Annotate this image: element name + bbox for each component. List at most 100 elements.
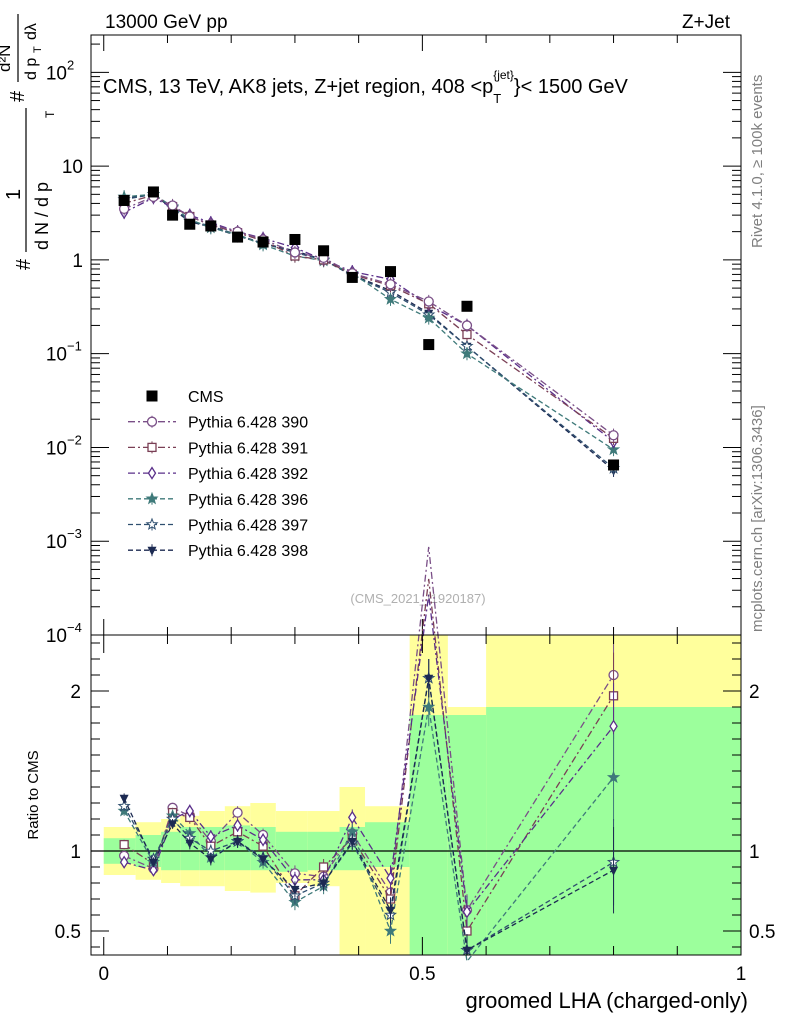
ratio-frame [90, 634, 742, 956]
ratio-point-p392 [185, 804, 195, 818]
svg-text:T: T [32, 46, 44, 53]
point-p396 [606, 442, 621, 456]
ratio-point-p398 [319, 879, 329, 889]
legend-entry-p390: Pythia 6.428 390 [128, 415, 308, 432]
svg-text:#: # [7, 90, 29, 102]
ratio-point-p392 [119, 855, 129, 869]
band-green [275, 831, 308, 872]
legend-label-p398: Pythia 6.428 398 [188, 543, 308, 560]
ratio-point-p392 [348, 810, 357, 825]
series-cms [118, 186, 620, 471]
header-left: 13000 GeV pp [105, 12, 228, 33]
point-p396 [422, 311, 436, 324]
ratio-point-p398 [258, 855, 268, 865]
xlabel: groomed LHA (charged-only) [466, 988, 748, 1013]
ratio-ytick-label-right: 0.5 [749, 922, 775, 943]
ratio-point-p392 [258, 833, 268, 847]
cms-point [118, 194, 130, 206]
legend-entry-p398: Pythia 6.428 398 [128, 543, 308, 560]
cms-point [167, 209, 179, 221]
ratio-point-p398 [424, 674, 434, 684]
point-p396 [460, 346, 474, 360]
main-ytick-exponent: −3 [67, 526, 82, 541]
legend-marker-p398 [147, 546, 157, 556]
ratio-ytick-label: 2 [70, 682, 81, 703]
ratio-plot-marks [91, 546, 741, 963]
ratio-point-p392 [609, 719, 618, 733]
point-p390 [385, 279, 396, 290]
ratio-point-p398 [233, 837, 243, 847]
cms-point [608, 459, 620, 471]
ratio-line-p398 [123, 678, 614, 952]
main-ytick-exponent: −2 [67, 432, 82, 447]
main-ytick-label: 1 [72, 251, 83, 272]
ratio-point-p392 [206, 829, 216, 844]
legend-entry-p391: Pythia 6.428 391 [128, 440, 308, 457]
series-line-p392 [123, 196, 614, 443]
ratio-point-p398 [206, 855, 216, 865]
point-p396 [383, 292, 398, 305]
cms-point [205, 220, 217, 232]
main-ytick-label: 10 [46, 626, 67, 647]
ratio-xtick-label: 0 [98, 964, 109, 985]
ratio-point-p391 [119, 839, 129, 850]
ratio-point-p398 [168, 820, 178, 830]
ratio-ytick-label: 1 [70, 842, 81, 863]
mcplots-label: mcplots.cern.ch [arXiv:1306.3436] [749, 405, 766, 632]
ratio-point-p398 [386, 906, 396, 916]
series-p398 [119, 187, 619, 477]
ratio-ytick-label-right: 2 [749, 682, 760, 703]
ratio-point-p392 [386, 871, 395, 885]
ratio-point-p398 [185, 839, 195, 849]
legend-marker-p396 [145, 491, 159, 505]
main-ytick-label: 10 [62, 157, 83, 178]
legend-marker-p391 [147, 442, 157, 453]
main-ytick-exponent: −4 [67, 620, 82, 635]
cms-point [318, 245, 330, 257]
svg-text:#: # [13, 258, 35, 270]
ratio-line-p392 [123, 594, 615, 914]
ratio-panel: 0.5 0.51 12 20 0.5 1 Ratio to CMS groomed LHA… [25, 546, 775, 1013]
ratio-point-p398 [462, 946, 472, 956]
main-ytick-label: 10 [46, 438, 67, 459]
main-plot-marks [117, 186, 621, 477]
legend-marker-p397 [145, 517, 159, 531]
ratio-point-p391 [318, 862, 329, 872]
legend-entry-p397: Pythia 6.428 397 [128, 518, 308, 535]
main-ytick-exponent: 2 [67, 57, 74, 72]
legend-label-cms: CMS [188, 389, 224, 406]
ratio-axis-ticks: 0.5 0.51 12 20 0.5 1 [55, 635, 775, 985]
main-ytick-exponent: −1 [67, 339, 82, 354]
ratio-ylabel: Ratio to CMS [25, 750, 42, 839]
series-line-p396 [124, 193, 614, 451]
point-p390 [608, 430, 619, 441]
ratio-point-p392 [233, 818, 242, 833]
ratio-xtick-label: 0.5 [409, 964, 435, 985]
legend-label-p392: Pythia 6.428 392 [188, 466, 308, 483]
ratio-point-p398 [609, 866, 619, 876]
point-p390 [289, 247, 301, 258]
ratio-point-p398 [119, 794, 129, 804]
ratio-ytick-label: 0.5 [55, 922, 81, 943]
main-ytick-label: 10 [46, 532, 67, 553]
rivet-label: Rivet 4.1.0, ≥ 100k events [749, 75, 766, 248]
ratio-series-p398 [119, 659, 619, 956]
ratio-point-p398 [148, 858, 158, 868]
cms-point [257, 236, 269, 248]
cms-point [232, 231, 244, 243]
svg-text:d²N: d²N [0, 45, 14, 72]
svg-text:dλ: dλ [23, 23, 40, 40]
cms-point [147, 186, 159, 198]
cms-point [346, 271, 358, 283]
svg-text:d N / d p: d N / d p [32, 182, 52, 250]
main-ylabel: # 1 d N / d p T # d²N d p T dλ [0, 14, 57, 270]
series-p397 [117, 187, 621, 475]
cms-point [423, 339, 435, 351]
point-p390 [167, 200, 178, 211]
ratio-line-p390 [123, 546, 615, 913]
main-ytick-label: 10 [46, 345, 67, 366]
legend-entry-cms: CMS [146, 389, 224, 406]
